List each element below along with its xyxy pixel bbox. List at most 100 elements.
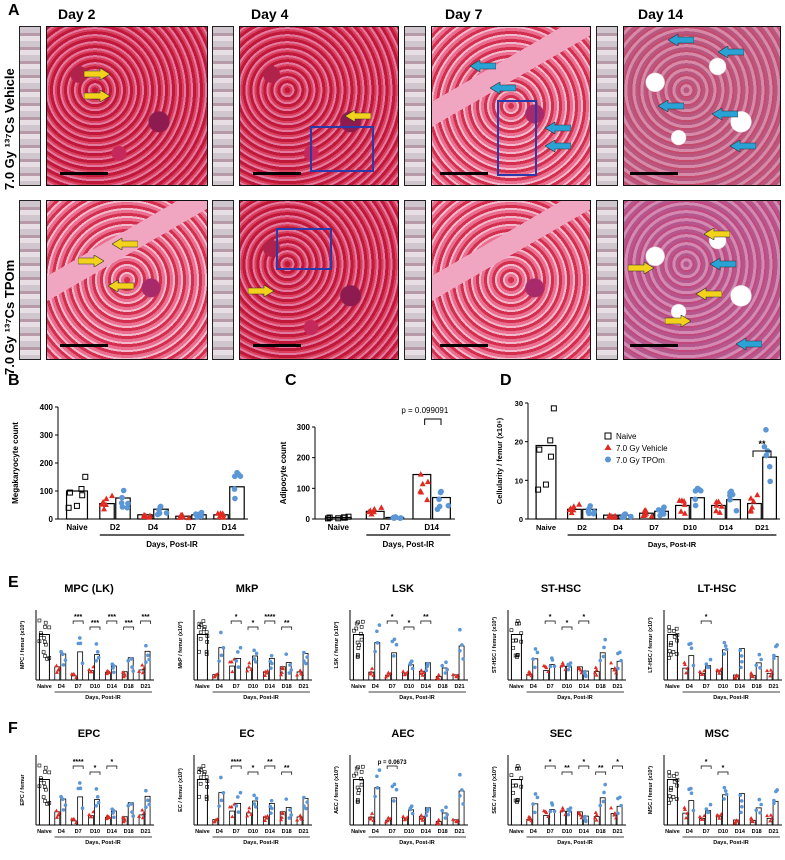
small-chart-ylabel: MkP / femur (x10³) [177, 621, 184, 668]
data-point [356, 646, 361, 650]
x-tick-label: D4 [58, 829, 66, 835]
panel-label-c: C [285, 372, 297, 389]
data-point [397, 515, 403, 521]
data-point [723, 789, 728, 793]
data-point [409, 659, 414, 664]
small-chart: MSC MSC / femur (x10³) Naive D4 D7 D10 D14 D18 D… [647, 728, 782, 846]
bar [616, 805, 623, 826]
bar [138, 814, 145, 826]
data-point [284, 652, 289, 656]
data-point [750, 498, 757, 504]
data-point [767, 478, 773, 485]
data-point [585, 508, 592, 515]
x-tick-label: D7 [547, 829, 554, 835]
data-point [231, 486, 238, 492]
x-tick-label: D21 [141, 684, 151, 690]
x-tick-label: D21 [299, 829, 309, 835]
data-point [675, 638, 679, 643]
data-point [129, 657, 134, 661]
data-point [542, 481, 549, 488]
x-tick-label: D18 [282, 829, 292, 835]
x-axis-label: Days, Post-IR [648, 540, 697, 549]
data-point [390, 784, 395, 789]
x-tick-label: D10 [718, 829, 728, 835]
significance-marker: *** [125, 620, 133, 627]
data-point [125, 500, 131, 507]
bar [560, 810, 566, 826]
bar [549, 664, 556, 681]
chart-b-megakaryocyte: 0 100 200 300 400 Megakaryocyte count Naive D2 D… [11, 403, 248, 549]
data-point [740, 804, 744, 809]
data-point [682, 805, 687, 810]
x-tick-label: D7 [703, 684, 710, 690]
bar [352, 634, 364, 681]
data-point [204, 652, 209, 656]
annotation-arrow [248, 285, 274, 297]
data-point [41, 795, 46, 799]
data-point [368, 816, 373, 821]
x-axis-label: Days, Post-IR [399, 695, 434, 701]
data-point [302, 804, 306, 808]
x-tick-label: D4 [372, 684, 380, 690]
small-chart: AEC AEC / femur (x10³) Naive D4 D7 D10 D14 D18 D… [333, 728, 468, 846]
data-point [713, 502, 720, 508]
data-point [739, 665, 743, 670]
data-point [435, 674, 440, 679]
data-point [106, 814, 111, 819]
significance-bracket [281, 771, 293, 775]
data-point [76, 641, 81, 646]
data-point [95, 650, 100, 654]
significance-bracket [264, 620, 276, 624]
x-axis-label: Days, Post-IR [383, 540, 435, 549]
x-tick-label: D21 [141, 829, 151, 835]
data-point [424, 496, 431, 503]
data-point [302, 659, 306, 663]
data-point [516, 653, 520, 657]
data-point [47, 801, 52, 805]
data-point [408, 662, 412, 667]
data-point [675, 777, 680, 782]
histology-tpom-day7 [431, 200, 591, 360]
x-tick-label: D4 [530, 684, 538, 690]
data-point [385, 818, 390, 823]
data-point [88, 669, 93, 674]
data-point [82, 473, 89, 480]
data-point [768, 673, 773, 678]
data-point [394, 787, 399, 792]
data-point [354, 771, 359, 776]
data-point [681, 498, 688, 504]
data-point [733, 675, 738, 680]
data-point [420, 673, 425, 677]
annotation-arrow [470, 60, 496, 72]
data-point [674, 626, 679, 631]
data-point [704, 662, 709, 666]
significance-bracket [230, 765, 242, 769]
data-point [750, 674, 755, 679]
data-point [443, 816, 448, 820]
data-point [417, 471, 424, 477]
data-point [355, 655, 360, 659]
data-point [375, 629, 379, 634]
data-point [252, 657, 257, 661]
data-point [236, 795, 240, 799]
x-tick-label: D14 [424, 523, 439, 532]
data-point [298, 816, 303, 820]
inset-box-vehicle-day7 [497, 100, 537, 176]
data-point [42, 781, 46, 785]
data-point [424, 668, 429, 673]
significance-marker: *** [91, 620, 99, 627]
bar [738, 648, 745, 681]
x-tick-label: D18 [124, 684, 134, 690]
data-point [94, 804, 98, 808]
data-point [43, 640, 47, 644]
x-tick-label: Naive [665, 829, 680, 835]
significance-bracket [612, 765, 623, 769]
data-point [722, 797, 726, 801]
data-point [230, 814, 235, 819]
data-point [146, 798, 150, 803]
data-point [146, 653, 150, 658]
data-point [356, 791, 361, 795]
data-point [734, 673, 739, 677]
data-point [419, 813, 424, 817]
significance-bracket [89, 626, 101, 630]
